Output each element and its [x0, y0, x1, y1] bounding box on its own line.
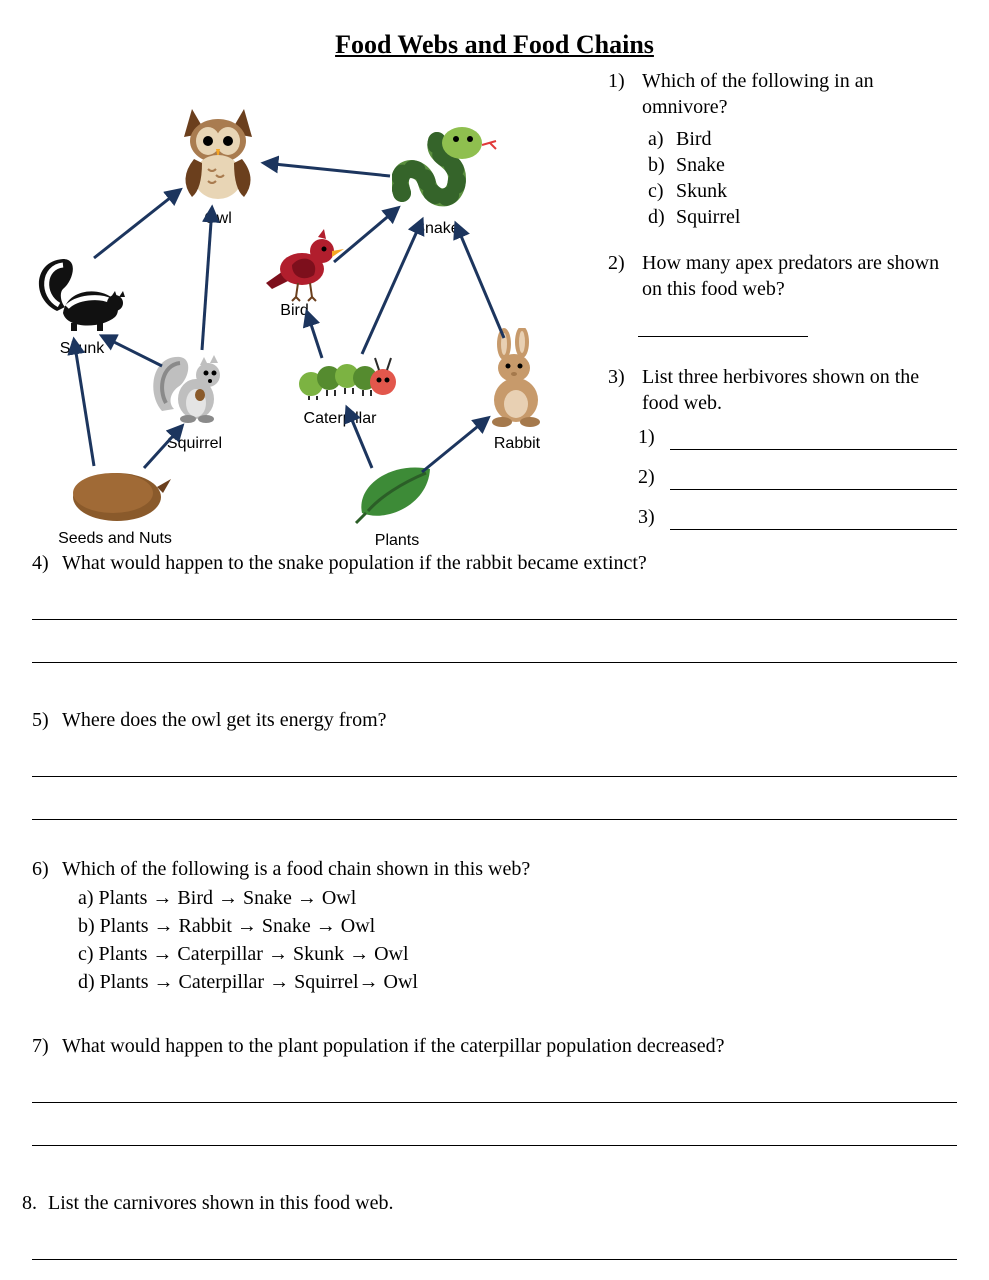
- q7-blank-2[interactable]: [32, 1125, 957, 1146]
- q8-blank-1[interactable]: [32, 1239, 957, 1260]
- q6: 6) Which of the following is a food chai…: [32, 856, 957, 883]
- q1-d-letter: d): [648, 204, 676, 230]
- owl-label: Owl: [172, 210, 264, 228]
- q1-num: 1): [608, 68, 642, 120]
- seeds-label: Seeds and Nuts: [48, 530, 182, 548]
- skunk-icon: [37, 253, 127, 333]
- q6-d: d) Plants → Caterpillar → Squirrel→ Owl: [78, 969, 957, 996]
- q2: 2) How many apex predators are shown on …: [608, 250, 957, 302]
- q1-b-letter: b): [648, 152, 676, 178]
- node-caterpillar: Caterpillar: [297, 348, 407, 428]
- caterpillar-label: Caterpillar: [273, 410, 407, 428]
- node-skunk: Skunk: [37, 253, 127, 358]
- q7-num: 7): [32, 1033, 62, 1060]
- node-plants: Plants: [352, 463, 442, 550]
- q3-blank-1[interactable]: [670, 431, 957, 450]
- skunk-label: Skunk: [37, 340, 127, 358]
- leaf-icon: [352, 463, 442, 525]
- q6-num: 6): [32, 856, 62, 883]
- q6-text: Which of the following is a food chain s…: [62, 856, 957, 883]
- worksheet-page: Food Webs and Food Chains: [0, 0, 989, 1280]
- q1-d: Squirrel: [676, 204, 740, 230]
- q1: 1) Which of the following in an omnivore…: [608, 68, 957, 120]
- q6-c: c) Plants → Caterpillar → Skunk → Owl: [78, 941, 957, 968]
- q6-options: a) Plants → Bird → Snake → Owl b) Plants…: [78, 885, 957, 996]
- plants-label: Plants: [352, 532, 442, 550]
- q4: 4) What would happen to the snake popula…: [32, 550, 957, 577]
- q3-text: List three herbivores shown on the food …: [642, 364, 957, 416]
- q6-b: b) Plants → Rabbit → Snake → Owl: [78, 913, 957, 940]
- node-snake: Snake: [392, 123, 502, 238]
- q2-num: 2): [608, 250, 642, 302]
- q1-a: Bird: [676, 126, 712, 152]
- node-seeds: Seeds and Nuts: [62, 463, 182, 548]
- q7-text: What would happen to the plant populatio…: [62, 1033, 957, 1060]
- q3-line3: 3): [638, 504, 957, 530]
- caterpillar-icon: [297, 348, 407, 403]
- q4-blank-1[interactable]: [32, 599, 957, 620]
- node-bird: Bird: [262, 223, 347, 320]
- q8-text: List the carnivores shown in this food w…: [48, 1190, 957, 1217]
- squirrel-icon: [152, 343, 237, 428]
- q2-answer-blank[interactable]: [638, 318, 808, 337]
- q3: 3) List three herbivores shown on the fo…: [608, 364, 957, 416]
- food-web-diagram: Owl Snake: [32, 68, 592, 528]
- q7: 7) What would happen to the plant popula…: [32, 1033, 957, 1060]
- node-owl: Owl: [172, 103, 264, 228]
- node-rabbit: Rabbit: [472, 328, 562, 453]
- q6-a: a) Plants → Bird → Snake → Owl: [78, 885, 957, 912]
- q4-num: 4): [32, 550, 62, 577]
- q5-blank-2[interactable]: [32, 799, 957, 820]
- q3-blank-3[interactable]: [670, 511, 957, 530]
- q4-blank-2[interactable]: [32, 642, 957, 663]
- q1-c: Skunk: [676, 178, 727, 204]
- lower-questions: 4) What would happen to the snake popula…: [32, 550, 957, 1260]
- node-squirrel: Squirrel: [152, 343, 237, 453]
- q4-text: What would happen to the snake populatio…: [62, 550, 957, 577]
- snake-icon: [392, 123, 502, 213]
- seeds-icon: [67, 463, 177, 523]
- q1-text: Which of the following in an omnivore?: [642, 68, 957, 120]
- snake-label: Snake: [372, 220, 502, 238]
- rabbit-label: Rabbit: [472, 435, 562, 453]
- bird-icon: [262, 223, 347, 303]
- page-title: Food Webs and Food Chains: [32, 30, 957, 60]
- q2-text: How many apex predators are shown on thi…: [642, 250, 957, 302]
- q8: 8. List the carnivores shown in this foo…: [22, 1190, 957, 1217]
- q3-line1: 1): [638, 424, 957, 450]
- q8-num: 8.: [22, 1190, 48, 1217]
- q1-c-letter: c): [648, 178, 676, 204]
- q5: 5) Where does the owl get its energy fro…: [32, 707, 957, 734]
- q5-num: 5): [32, 707, 62, 734]
- squirrel-label: Squirrel: [152, 435, 237, 453]
- top-row: Owl Snake: [32, 68, 957, 544]
- q3-num: 3): [608, 364, 642, 416]
- q1-a-letter: a): [648, 126, 676, 152]
- q7-blank-1[interactable]: [32, 1082, 957, 1103]
- rabbit-icon: [472, 328, 562, 428]
- q3-blank-2[interactable]: [670, 471, 957, 490]
- side-questions: 1) Which of the following in an omnivore…: [592, 68, 957, 544]
- q1-options: a)Bird b)Snake c)Skunk d)Squirrel: [648, 126, 957, 230]
- q1-b: Snake: [676, 152, 725, 178]
- owl-icon: [172, 103, 264, 203]
- q3-line2: 2): [638, 464, 957, 490]
- bird-label: Bird: [242, 302, 347, 320]
- q5-blank-1[interactable]: [32, 756, 957, 777]
- q5-text: Where does the owl get its energy from?: [62, 707, 957, 734]
